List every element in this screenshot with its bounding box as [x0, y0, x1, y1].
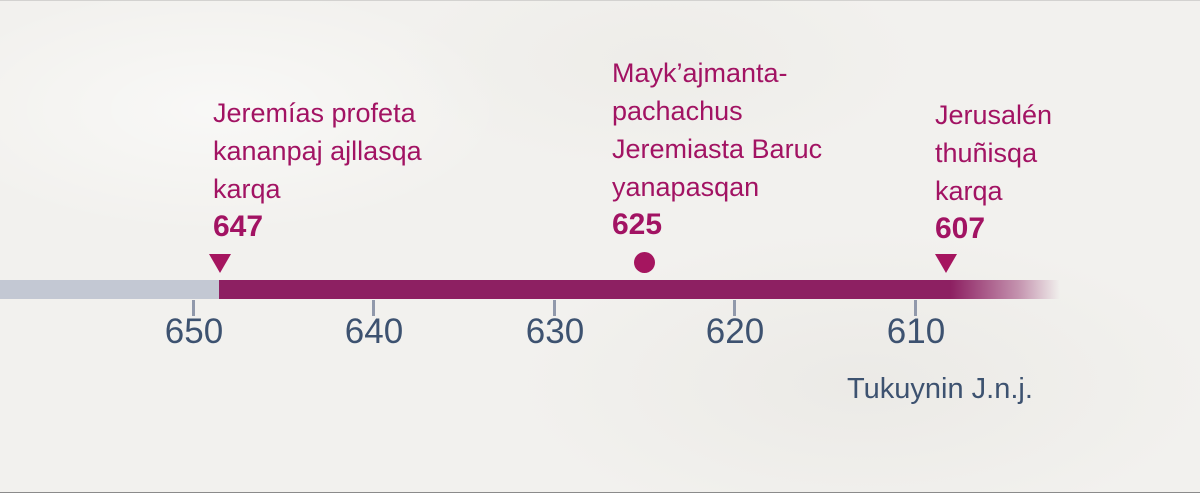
axis-tick-label: 620 — [705, 312, 765, 351]
axis-era-caption: Tukuynin J.n.j. — [847, 373, 1033, 405]
event-year: 625 — [612, 208, 663, 241]
event-year: 607 — [935, 212, 986, 245]
event-year: 647 — [213, 210, 264, 243]
event-label-line: kananpaj ajllasqa — [213, 136, 422, 166]
axis-tick — [914, 300, 917, 316]
timeline-bar-pre-segment — [0, 280, 219, 299]
event-label-line: Jeremiasta Baruc — [612, 134, 823, 164]
event-baruch-helps-jeremiah: Mayk’ajmanta- pachachus Jeremiasta Baruc… — [612, 54, 822, 244]
event-jerusalem-destroyed: Jerusalén thuñisqa karqa 607 — [935, 96, 1052, 248]
event-label-line: pachachus — [612, 96, 743, 126]
triangle-marker-icon — [209, 254, 231, 273]
axis-tick — [192, 300, 195, 316]
axis-tick — [553, 300, 556, 316]
axis-tick-label: 640 — [344, 312, 404, 351]
axis-tick-label: 650 — [164, 312, 224, 351]
axis-tick — [733, 300, 736, 316]
triangle-marker-icon — [935, 254, 957, 273]
circle-marker-icon — [634, 252, 655, 273]
axis-tick — [372, 300, 375, 316]
event-jeremiah-appointed: Jeremías profeta kananpaj ajllasqa karqa… — [213, 94, 422, 246]
event-label-line: Jerusalén — [935, 100, 1053, 130]
event-label-line: Jeremías profeta — [213, 98, 416, 128]
timeline-bar-main-segment — [219, 280, 1060, 299]
axis-tick-label: 610 — [886, 312, 946, 351]
event-label-line: karqa — [213, 174, 281, 204]
event-label-line: Mayk’ajmanta- — [612, 58, 788, 88]
event-label-line: karqa — [935, 176, 1003, 206]
event-label-line: thuñisqa — [935, 138, 1038, 168]
event-label-line: yanapasqan — [612, 172, 760, 202]
axis-tick-label: 630 — [525, 312, 585, 351]
